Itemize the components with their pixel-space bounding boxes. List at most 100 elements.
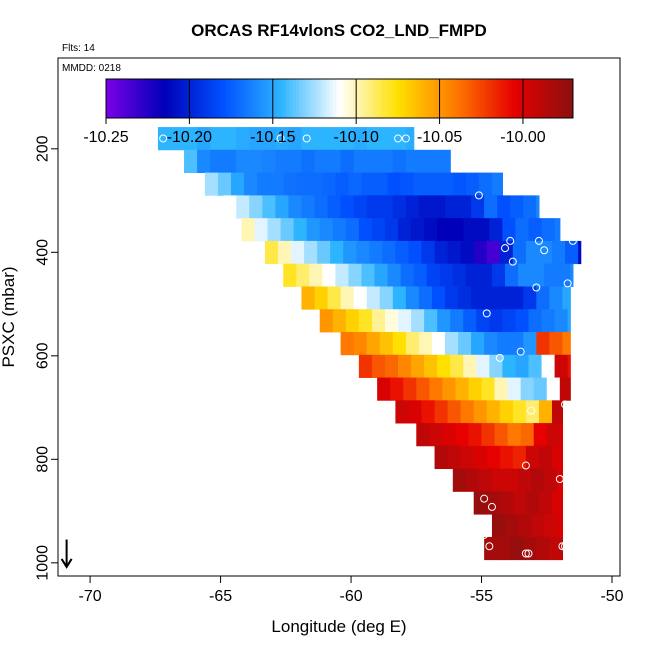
heatmap-cell: [499, 240, 514, 265]
colorbar-segment: [536, 79, 541, 118]
heatmap-cell: [429, 377, 443, 401]
heatmap-cell: [523, 286, 537, 310]
heatmap-cell: [382, 240, 397, 265]
heatmap-cells: [157, 127, 582, 561]
heatmap-cell: [523, 195, 537, 219]
heatmap-cell: [486, 445, 501, 470]
colorbar-segment: [302, 79, 307, 118]
heatmap-cell: [478, 172, 493, 196]
colorbar-segment: [282, 79, 287, 118]
data-point: [558, 542, 567, 551]
heatmap-cell: [481, 377, 496, 401]
heatmap-cell: [270, 172, 284, 196]
heatmap-cell: [465, 263, 480, 287]
heatmap-cell: [554, 309, 569, 333]
heatmap-cell: [236, 195, 250, 219]
colorbar-segment: [262, 79, 267, 118]
heatmap-cell: [405, 286, 420, 310]
colorbar-segment: [246, 79, 250, 118]
heatmap-cell: [398, 309, 412, 333]
heatmap-cell: [476, 309, 490, 333]
heatmap-cell: [387, 172, 402, 196]
colorbar-segment: [416, 79, 421, 118]
heatmap-cell: [421, 240, 436, 265]
heatmap-cell: [254, 218, 269, 242]
heatmap-cell: [413, 263, 428, 287]
heatmap-cell: [275, 127, 290, 151]
heatmap-cell: [374, 263, 389, 287]
heatmap-cell: [322, 172, 336, 196]
heatmap-cell: [546, 423, 561, 447]
y-tick-label: 800: [35, 446, 52, 473]
colorbar-segment: [522, 79, 527, 118]
heatmap-cell: [340, 332, 355, 356]
heatmap-cell: [458, 195, 472, 219]
heatmap-cell: [481, 423, 496, 447]
heatmap-cell: [257, 172, 271, 196]
heatmap-cell: [392, 332, 407, 356]
heatmap-cell: [447, 445, 462, 470]
colorbar-segment: [422, 79, 427, 118]
x-tick-label: -65: [209, 588, 232, 605]
colorbar-segment: [202, 79, 207, 118]
heatmap-cell: [562, 286, 571, 310]
heatmap-cell: [525, 400, 540, 424]
heatmap-cell: [510, 286, 524, 310]
heatmap-cell: [551, 445, 564, 470]
heatmap-cell: [442, 423, 457, 447]
heatmap-cell: [431, 149, 446, 174]
heatmap-cell: [463, 218, 477, 242]
heatmap-cell: [384, 354, 399, 378]
heatmap-cell: [484, 286, 498, 310]
heatmap-cell: [236, 127, 250, 151]
data-point: [159, 134, 168, 143]
heatmap-cell: [241, 218, 256, 242]
colorbar-segment: [296, 79, 300, 118]
colorbar-segment: [209, 79, 214, 118]
heatmap-cell: [197, 149, 211, 174]
heatmap-cell: [473, 491, 488, 515]
heatmap-cell: [458, 332, 472, 356]
heatmap-cell: [491, 514, 506, 538]
colorbar-segment: [539, 79, 544, 118]
heatmap-cell: [499, 445, 514, 470]
colorbar-segment: [289, 79, 294, 118]
heatmap-cell: [418, 149, 433, 174]
heatmap-cell: [478, 263, 493, 287]
heatmap-cell: [578, 240, 582, 265]
heatmap-cell: [356, 240, 370, 265]
heatmap-cell: [531, 468, 545, 492]
colorbar-segment: [242, 79, 247, 118]
y-axis-label: PSXC (mbar): [0, 266, 18, 367]
heatmap-cell: [379, 195, 394, 219]
heatmap-cell: [505, 263, 519, 287]
heatmap-cell: [170, 127, 185, 151]
y-tick-label: 1000: [35, 545, 52, 581]
heatmap-cell: [418, 286, 433, 310]
heatmap-cell: [497, 286, 511, 310]
arrow-head: [60, 558, 73, 569]
colorbar-segment: [292, 79, 297, 118]
colorbar-segment: [256, 79, 260, 118]
down-arrow-icon: [60, 539, 73, 569]
data-point: [563, 279, 572, 288]
heatmap-cell: [473, 445, 488, 470]
colorbar-segment: [459, 79, 464, 118]
colorbar-segment: [186, 79, 190, 118]
heatmap-cell: [541, 354, 556, 378]
heatmap-cell: [512, 491, 527, 515]
colorbar-segment: [222, 79, 227, 118]
heatmap-cell: [546, 377, 561, 401]
x-tick-label: -60: [339, 588, 362, 605]
heatmap-cell: [398, 218, 412, 242]
data-point: [487, 502, 496, 511]
heatmap-cell: [512, 240, 527, 265]
heatmap-cell: [549, 536, 564, 561]
heatmap-cell: [450, 218, 464, 242]
heatmap-cell: [444, 286, 459, 310]
heatmap-cell: [491, 172, 503, 196]
heatmap-cell: [306, 218, 321, 242]
heatmap-cell: [314, 286, 329, 310]
colorbar-segment: [426, 79, 431, 118]
heatmap-cell: [358, 309, 373, 333]
